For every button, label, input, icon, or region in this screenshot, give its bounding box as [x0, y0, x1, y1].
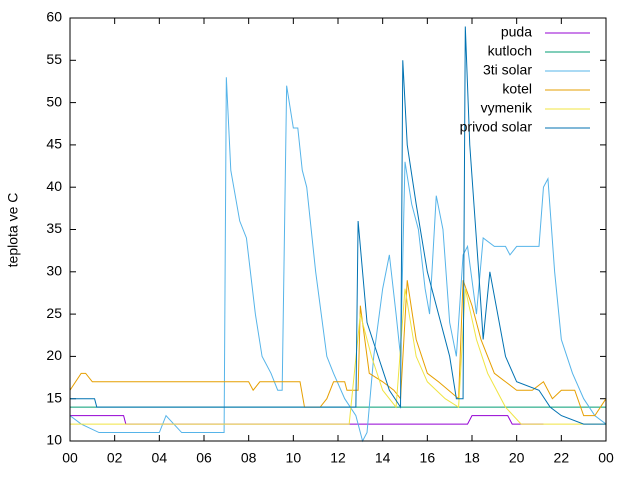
x-tick-label: 10: [286, 450, 302, 466]
x-tick-label: 08: [241, 450, 257, 466]
y-tick-label: 30: [46, 263, 62, 279]
y-tick-label: 55: [46, 51, 62, 67]
y-tick-label: 50: [46, 93, 62, 109]
series-line: [70, 288, 606, 425]
y-tick-label: 35: [46, 220, 62, 236]
y-tick-label: 45: [46, 136, 62, 152]
x-tick-label: 20: [509, 450, 525, 466]
legend-label: kutloch: [488, 43, 532, 59]
y-tick-label: 40: [46, 178, 62, 194]
legend-label: 3ti solar: [483, 62, 532, 78]
x-tick-label: 00: [62, 450, 78, 466]
plot-frame: [69, 17, 607, 442]
series-line: [69, 77, 607, 443]
y-tick-label: 10: [46, 432, 62, 448]
series-line: [70, 26, 606, 425]
x-tick-label: 00: [598, 450, 614, 466]
y-tick-label: 20: [46, 347, 62, 363]
legend-label: kotel: [502, 81, 532, 97]
x-tick-label: 02: [107, 450, 123, 466]
y-tick-label: 60: [46, 9, 62, 25]
legend-label: privod solar: [460, 119, 533, 135]
x-tick-label: 14: [375, 450, 391, 466]
y-tick-label: 15: [46, 389, 62, 405]
y-axis-label: teplota ve C: [5, 193, 21, 268]
y-tick-label: 25: [46, 305, 62, 321]
x-tick-label: 16: [420, 450, 436, 466]
legend-label: puda: [501, 24, 532, 40]
x-tick-label: 06: [196, 450, 212, 466]
series-line: [69, 280, 607, 417]
series-line: [70, 415, 544, 425]
x-tick-label: 22: [554, 450, 570, 466]
legend-label: vymenik: [481, 100, 533, 116]
x-tick-label: 04: [152, 450, 168, 466]
x-tick-label: 18: [464, 450, 480, 466]
x-tick-label: 12: [330, 450, 346, 466]
